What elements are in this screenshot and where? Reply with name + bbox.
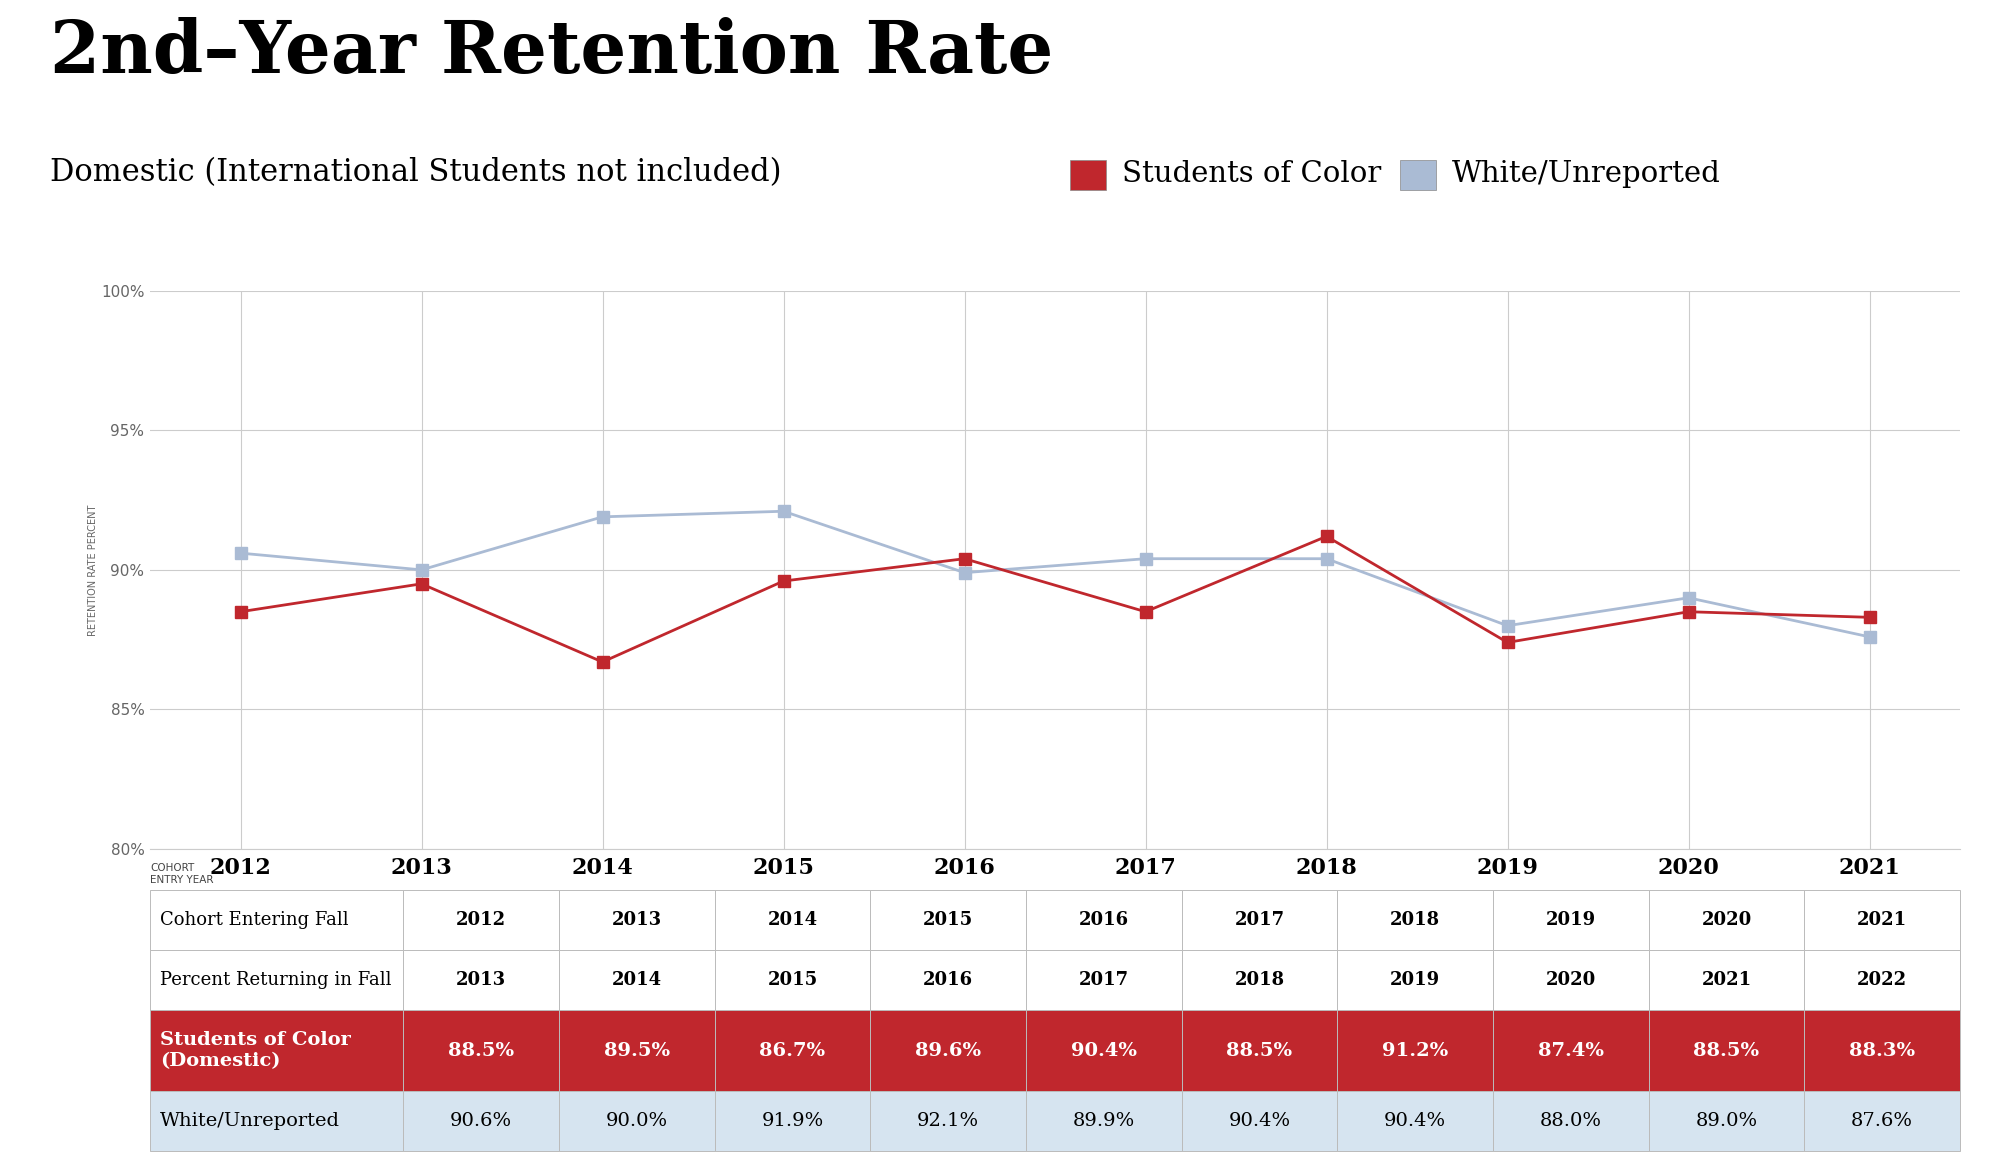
Text: Students of Color: Students of Color: [1122, 160, 1382, 188]
Text: 2nd–Year Retention Rate: 2nd–Year Retention Rate: [50, 17, 1054, 88]
Bar: [1400, 160, 1436, 190]
Text: Domestic (International Students not included): Domestic (International Students not inc…: [50, 157, 782, 188]
Bar: [1070, 160, 1106, 190]
Y-axis label: RETENTION RATE PERCENT: RETENTION RATE PERCENT: [88, 505, 98, 635]
Text: COHORT
ENTRY YEAR: COHORT ENTRY YEAR: [150, 863, 214, 885]
Text: White/Unreported: White/Unreported: [1452, 160, 1720, 188]
